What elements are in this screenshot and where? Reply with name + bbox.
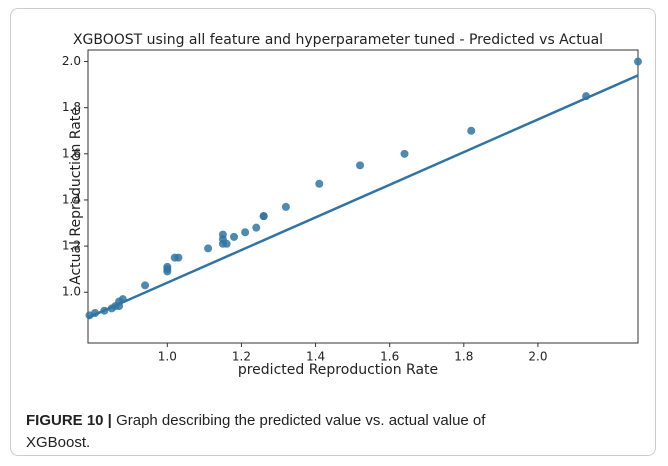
- point: [400, 149, 409, 158]
- x-tick-label: 1.0: [158, 350, 177, 364]
- caption-text: Graph describing the predicted value vs.…: [26, 412, 486, 451]
- y-tick-label: 2.0: [62, 54, 81, 68]
- point: [141, 281, 150, 290]
- x-tick-label: 1.8: [454, 350, 473, 364]
- point: [259, 212, 268, 221]
- point: [356, 161, 365, 170]
- x-tick-label: 2.0: [528, 350, 547, 364]
- point: [174, 253, 183, 262]
- point: [204, 244, 213, 253]
- y-tick-label: 1.6: [62, 146, 81, 160]
- point: [634, 57, 642, 66]
- x-tick-label: 1.4: [306, 350, 325, 364]
- figure-frame: [10, 8, 656, 456]
- point: [163, 262, 172, 271]
- regression-line: [87, 74, 639, 319]
- chart-title: XGBOOST using all feature and hyperparam…: [73, 32, 603, 48]
- x-tick-label: 1.2: [232, 350, 251, 364]
- point: [230, 232, 239, 241]
- y-axis-label: Actual Reproduction Rate: [68, 107, 84, 285]
- y-tick-label: 1.0: [62, 285, 81, 299]
- point: [467, 126, 476, 135]
- point: [222, 239, 231, 248]
- point: [281, 202, 290, 211]
- y-tick-label: 1.4: [62, 192, 81, 206]
- x-tick-label: 1.6: [380, 350, 399, 364]
- caption: FIGURE 10 | Graph describing the predict…: [26, 410, 496, 454]
- point: [241, 228, 250, 237]
- point: [252, 223, 261, 232]
- caption-label: FIGURE 10 |: [26, 412, 112, 429]
- y-tick-label: 1.8: [62, 100, 81, 114]
- y-tick-label: 1.2: [62, 239, 81, 253]
- x-axis-label: predicted Reproduction Rate: [238, 362, 438, 378]
- chart: XGBOOST using all feature and hyperparam…: [62, 32, 642, 378]
- plot-area: [87, 49, 639, 344]
- point: [315, 179, 324, 188]
